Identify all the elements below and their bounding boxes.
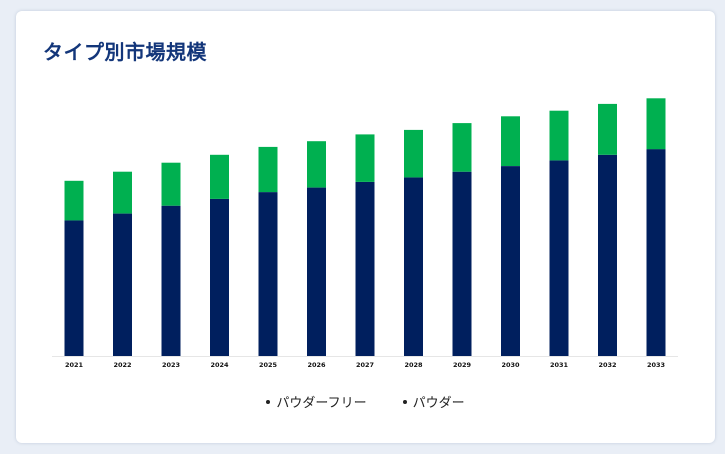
bar-powder-free-2026[interactable] [307, 187, 326, 356]
x-tick-label: 2028 [404, 361, 423, 369]
bar-powder-2022[interactable] [113, 171, 132, 214]
x-tick-label: 2024 [210, 361, 229, 369]
bar-powder-free-2028[interactable] [404, 177, 423, 356]
bar-powder-2027[interactable] [355, 134, 375, 182]
x-tick-label: 2026 [307, 361, 326, 369]
bar-powder-free-2024[interactable] [210, 198, 229, 356]
x-tick-label: 2030 [501, 361, 520, 369]
bar-powder-free-2031[interactable] [549, 160, 569, 356]
bar-powder-free-2030[interactable] [501, 166, 520, 356]
bar-powder-2032[interactable] [598, 103, 617, 155]
x-tick-label: 2031 [550, 361, 569, 369]
bar-powder-2021[interactable] [64, 180, 84, 221]
bar-powder-2026[interactable] [307, 141, 326, 188]
bar-powder-free-2029[interactable] [452, 171, 472, 356]
bar-powder-free-2027[interactable] [355, 181, 375, 356]
x-tick-label: 2032 [598, 361, 616, 369]
chart-title: タイプ別市場規模 [43, 40, 207, 64]
x-tick-label: 2023 [162, 361, 180, 369]
bar-powder-free-2022[interactable] [113, 213, 132, 356]
bar-powder-2025[interactable] [258, 146, 278, 193]
bar-powder-2029[interactable] [452, 123, 472, 172]
chart-card: タイプ別市場規模 2021 2022 2023 2024 2025 2026 2027 202… [16, 11, 715, 443]
bar-powder-free-2021[interactable] [64, 220, 84, 356]
bar-powder-2028[interactable] [404, 129, 423, 178]
x-tick-label: 2027 [356, 361, 374, 369]
bar-powder-2033[interactable] [646, 98, 666, 150]
stacked-bar-chart: 2021 2022 2023 2024 2025 2026 2027 2028 2029 2030… [52, 98, 678, 369]
x-tick-label: 2029 [453, 361, 472, 369]
bar-powder-free-2032[interactable] [598, 154, 617, 356]
legend-bullet-icon [266, 399, 271, 404]
bar-powder-2023[interactable] [161, 162, 181, 206]
bar-powder-free-2023[interactable] [161, 205, 181, 356]
legend-label: パウダーフリー [276, 396, 367, 411]
legend-label: パウダー [412, 396, 465, 411]
x-tick-label: 2021 [65, 361, 84, 369]
bar-powder-2031[interactable] [549, 110, 569, 161]
bar-powder-2030[interactable] [501, 116, 520, 166]
legend-bullet-icon [402, 399, 407, 404]
bar-powder-2024[interactable] [210, 154, 229, 199]
chart-legend: パウダーフリー パウダー [16, 392, 715, 411]
x-tick-label: 2033 [647, 361, 665, 369]
x-tick-label: 2025 [259, 361, 278, 369]
bar-powder-free-2033[interactable] [646, 149, 666, 356]
legend-item-powder-free[interactable]: パウダーフリー [266, 392, 367, 411]
legend-item-powder[interactable]: パウダー [402, 392, 465, 411]
bar-powder-free-2025[interactable] [258, 192, 278, 356]
x-tick-label: 2022 [113, 361, 131, 369]
